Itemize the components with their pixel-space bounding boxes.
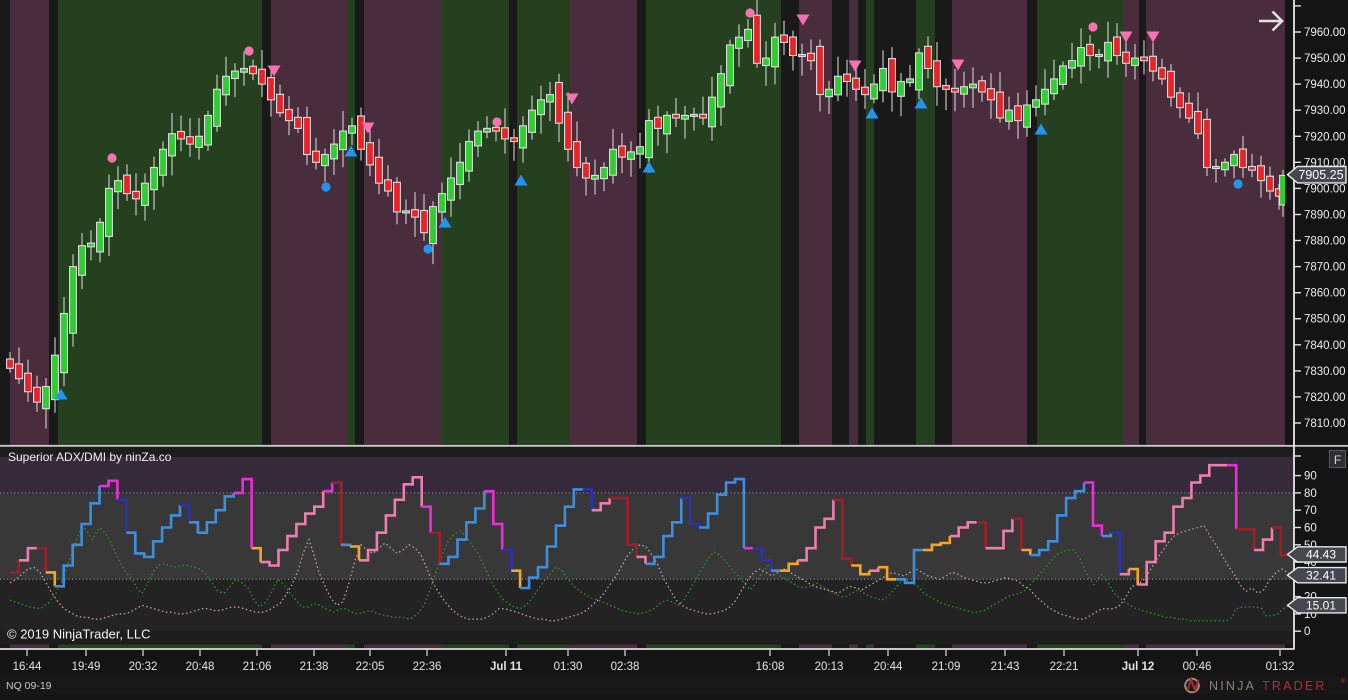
svg-text:7810.00: 7810.00 [1304, 418, 1346, 430]
svg-text:70: 70 [1304, 505, 1317, 517]
svg-text:7850.00: 7850.00 [1304, 314, 1346, 326]
svg-text:15.01: 15.01 [1306, 599, 1336, 613]
svg-text:80: 80 [1304, 488, 1317, 500]
svg-text:22:21: 22:21 [1050, 661, 1079, 673]
svg-text:Jul 12: Jul 12 [1122, 661, 1155, 673]
svg-text:32.41: 32.41 [1306, 568, 1336, 582]
svg-text:®: ® [1341, 678, 1346, 685]
svg-text:7890.00: 7890.00 [1304, 210, 1346, 222]
svg-text:19:49: 19:49 [72, 661, 101, 673]
svg-text:7900.00: 7900.00 [1304, 183, 1346, 195]
svg-text:21:38: 21:38 [300, 661, 329, 673]
svg-text:21:09: 21:09 [932, 661, 961, 673]
svg-text:Jul 11: Jul 11 [490, 661, 523, 673]
svg-text:20:32: 20:32 [129, 661, 158, 673]
svg-text:22:36: 22:36 [413, 661, 442, 673]
svg-text:21:06: 21:06 [243, 661, 272, 673]
svg-text:7940.00: 7940.00 [1304, 79, 1346, 91]
svg-text:7840.00: 7840.00 [1304, 340, 1346, 352]
svg-text:7960.00: 7960.00 [1304, 27, 1346, 39]
svg-text:16:44: 16:44 [13, 661, 42, 673]
svg-text:20:48: 20:48 [186, 661, 215, 673]
svg-text:0: 0 [1304, 626, 1310, 638]
svg-text:7950.00: 7950.00 [1304, 53, 1346, 65]
svg-text:F: F [1334, 453, 1341, 467]
svg-text:TRADER: TRADER [1262, 679, 1327, 693]
svg-text:21:43: 21:43 [991, 661, 1020, 673]
svg-text:20:44: 20:44 [874, 661, 903, 673]
svg-text:16:08: 16:08 [756, 661, 785, 673]
svg-text:7860.00: 7860.00 [1304, 288, 1346, 300]
svg-text:02:38: 02:38 [611, 661, 640, 673]
svg-text:7930.00: 7930.00 [1304, 105, 1346, 117]
svg-text:00:46: 00:46 [1183, 661, 1212, 673]
svg-text:01:32: 01:32 [1266, 661, 1295, 673]
svg-text:20:13: 20:13 [815, 661, 844, 673]
svg-text:22:05: 22:05 [356, 661, 385, 673]
svg-text:44.43: 44.43 [1306, 548, 1336, 562]
svg-text:NINJA: NINJA [1209, 679, 1256, 693]
svg-text:7905.25: 7905.25 [1298, 168, 1343, 182]
svg-text:7880.00: 7880.00 [1304, 236, 1346, 248]
svg-text:7870.00: 7870.00 [1304, 262, 1346, 274]
svg-text:© 2019 NinjaTrader, LLC: © 2019 NinjaTrader, LLC [7, 627, 151, 642]
svg-text:01:30: 01:30 [554, 661, 583, 673]
svg-text:7920.00: 7920.00 [1304, 131, 1346, 143]
svg-text:60: 60 [1304, 523, 1317, 535]
svg-text:90: 90 [1304, 471, 1317, 483]
svg-text:7830.00: 7830.00 [1304, 366, 1346, 378]
svg-text:7820.00: 7820.00 [1304, 392, 1346, 404]
svg-text:Superior ADX/DMI by ninZa.co: Superior ADX/DMI by ninZa.co [8, 450, 172, 464]
svg-text:NQ 09-19: NQ 09-19 [6, 680, 52, 692]
